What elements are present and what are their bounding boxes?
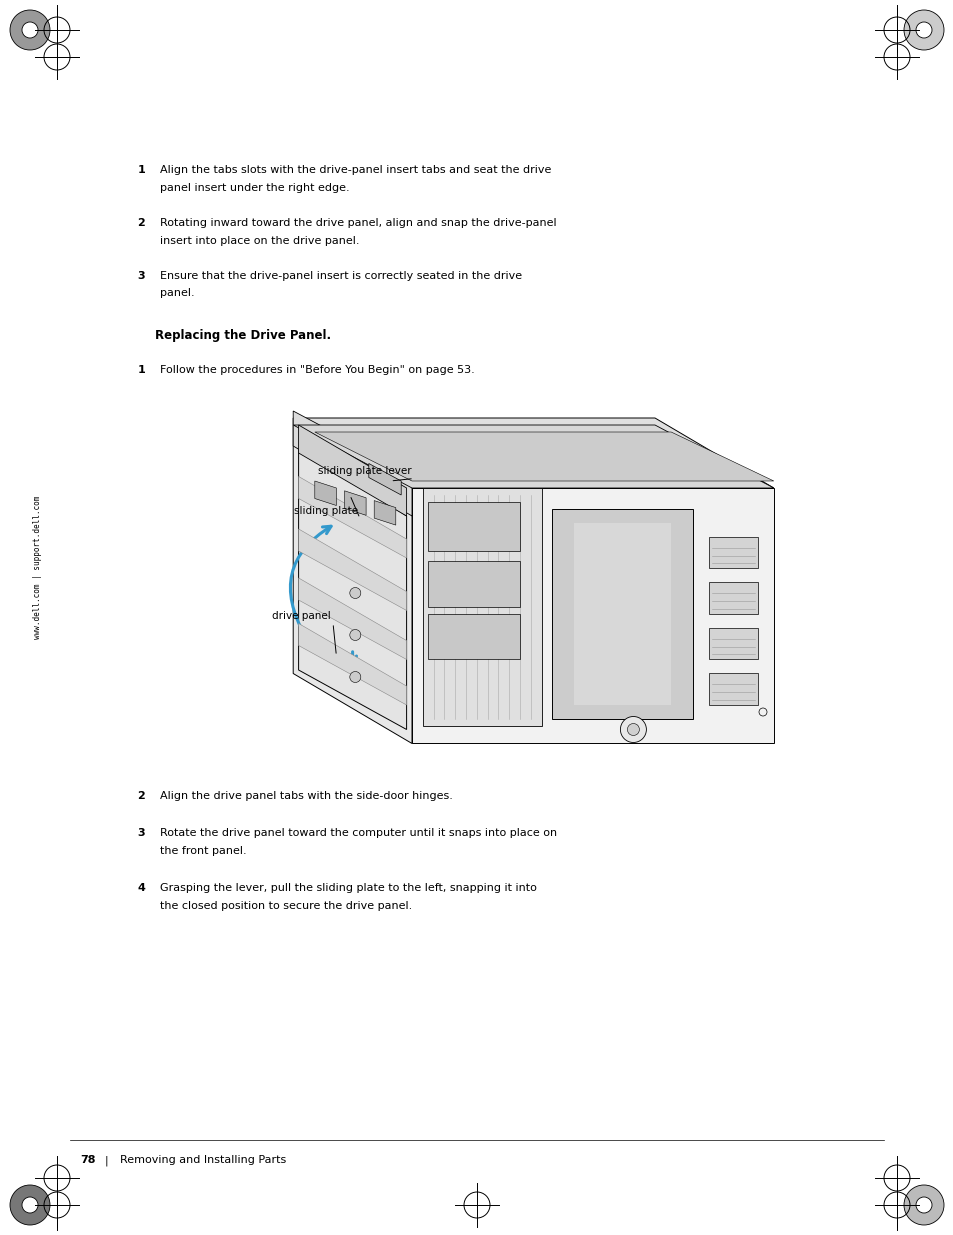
Text: sliding plate: sliding plate	[294, 506, 357, 516]
Text: Removing and Installing Parts: Removing and Installing Parts	[120, 1155, 286, 1165]
Polygon shape	[293, 425, 773, 488]
Text: Align the tabs slots with the drive-panel insert tabs and seat the drive: Align the tabs slots with the drive-pane…	[160, 165, 551, 175]
Polygon shape	[374, 500, 395, 525]
Polygon shape	[708, 673, 757, 705]
Text: 1: 1	[137, 366, 145, 375]
Circle shape	[22, 1197, 38, 1213]
Circle shape	[915, 22, 931, 38]
Polygon shape	[298, 446, 406, 730]
Text: insert into place on the drive panel.: insert into place on the drive panel.	[160, 236, 359, 246]
Text: 3: 3	[137, 270, 145, 282]
Circle shape	[350, 588, 360, 599]
Text: 2: 2	[137, 219, 145, 228]
Polygon shape	[412, 488, 773, 743]
Text: 78: 78	[80, 1155, 95, 1165]
Polygon shape	[298, 477, 406, 558]
Text: www.dell.com | support.dell.com: www.dell.com | support.dell.com	[33, 495, 43, 640]
Polygon shape	[344, 490, 366, 515]
Circle shape	[22, 22, 38, 38]
Text: |: |	[105, 1155, 109, 1166]
Text: the closed position to secure the drive panel.: the closed position to secure the drive …	[160, 902, 412, 911]
Text: panel.: panel.	[160, 289, 194, 299]
Text: 2: 2	[137, 790, 145, 802]
Polygon shape	[298, 425, 406, 516]
Text: the front panel.: the front panel.	[160, 846, 247, 856]
Circle shape	[10, 1186, 50, 1225]
Polygon shape	[422, 488, 541, 726]
Text: 4: 4	[137, 883, 145, 893]
Polygon shape	[369, 463, 401, 495]
Polygon shape	[428, 562, 519, 606]
Text: Rotate the drive panel toward the computer until it snaps into place on: Rotate the drive panel toward the comput…	[160, 829, 557, 839]
Circle shape	[903, 1186, 943, 1225]
Circle shape	[627, 724, 639, 736]
Polygon shape	[708, 583, 757, 614]
Polygon shape	[298, 529, 406, 610]
Polygon shape	[708, 629, 757, 659]
Text: 1: 1	[137, 165, 145, 175]
Text: Rotating inward toward the drive panel, align and snap the drive-panel: Rotating inward toward the drive panel, …	[160, 219, 556, 228]
Polygon shape	[298, 624, 406, 705]
Polygon shape	[428, 501, 519, 551]
Circle shape	[10, 10, 50, 49]
Polygon shape	[298, 578, 406, 659]
Text: Replacing the Drive Panel.: Replacing the Drive Panel.	[154, 329, 331, 342]
Polygon shape	[552, 509, 692, 719]
Circle shape	[619, 716, 646, 742]
Polygon shape	[708, 537, 757, 568]
Text: panel insert under the right edge.: panel insert under the right edge.	[160, 183, 349, 193]
Text: Align the drive panel tabs with the side-door hinges.: Align the drive panel tabs with the side…	[160, 790, 453, 802]
Text: Grasping the lever, pull the sliding plate to the left, snapping it into: Grasping the lever, pull the sliding pla…	[160, 883, 537, 893]
Text: Follow the procedures in "Before You Begin" on page 53.: Follow the procedures in "Before You Beg…	[160, 366, 475, 375]
Circle shape	[350, 630, 360, 641]
Text: Ensure that the drive-panel insert is correctly seated in the drive: Ensure that the drive-panel insert is co…	[160, 270, 521, 282]
Polygon shape	[293, 417, 412, 743]
Polygon shape	[293, 411, 412, 516]
Polygon shape	[428, 614, 519, 659]
Circle shape	[903, 10, 943, 49]
Polygon shape	[574, 522, 671, 705]
Circle shape	[350, 672, 360, 683]
Text: sliding plate lever: sliding plate lever	[318, 467, 412, 477]
Text: drive panel: drive panel	[272, 611, 331, 621]
Polygon shape	[314, 432, 773, 480]
Circle shape	[915, 1197, 931, 1213]
Polygon shape	[293, 417, 773, 488]
Text: 3: 3	[137, 829, 145, 839]
Polygon shape	[314, 480, 336, 505]
